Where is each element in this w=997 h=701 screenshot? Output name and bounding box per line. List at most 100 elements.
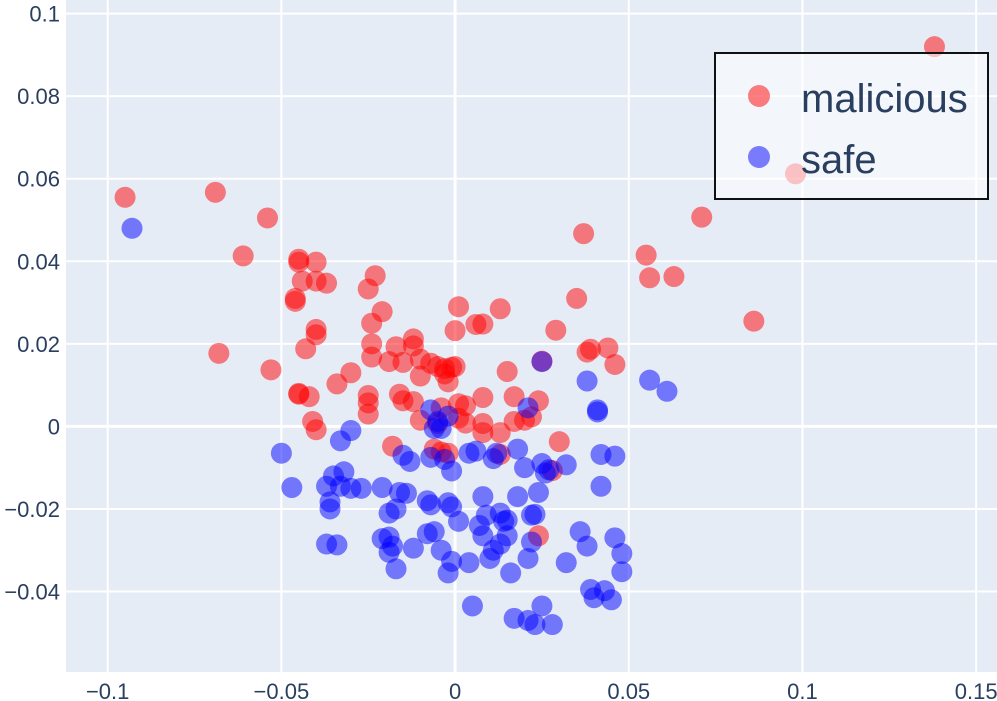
data-point-malicious <box>204 181 226 203</box>
data-point-malicious <box>573 223 595 245</box>
legend-box <box>714 52 989 200</box>
data-point-malicious <box>503 410 525 432</box>
data-point-safe <box>437 562 459 584</box>
data-point-safe <box>555 454 577 476</box>
data-point-safe <box>458 552 480 574</box>
y-tick-label: 0.06 <box>17 167 60 192</box>
data-point-safe <box>531 595 553 617</box>
data-point-safe <box>524 614 546 636</box>
data-point-safe <box>385 558 407 580</box>
data-point-safe <box>385 498 407 520</box>
y-tick-label: 0.02 <box>17 332 60 357</box>
data-point-malicious <box>392 351 414 373</box>
y-tick-label: −0.02 <box>4 497 60 522</box>
x-tick-label: 0.05 <box>607 679 650 701</box>
data-point-safe <box>121 217 143 239</box>
data-point-malicious <box>444 320 466 342</box>
data-point-safe <box>395 482 417 504</box>
y-tick-label: 0 <box>48 414 60 439</box>
y-tick-label: 0.04 <box>17 249 60 274</box>
x-tick-label: 0.1 <box>787 679 818 701</box>
data-point-malicious <box>923 36 945 58</box>
y-tick-label: 0.08 <box>17 84 60 109</box>
data-point-malicious <box>114 186 136 208</box>
data-point-malicious <box>743 310 765 332</box>
data-point-safe <box>590 475 612 497</box>
data-point-safe <box>461 595 483 617</box>
data-point-malicious <box>232 245 254 267</box>
data-point-safe <box>270 442 292 464</box>
data-point-safe <box>587 401 609 423</box>
data-point-safe <box>576 535 598 557</box>
data-point-safe <box>371 476 393 498</box>
y-tick-labels: 0.1 0.08 0.06 0.04 0.02 0 −0.02 −0.04 <box>4 2 60 605</box>
data-point-safe <box>486 442 508 464</box>
data-point-malicious <box>635 244 657 266</box>
data-point-safe <box>448 510 470 532</box>
data-point-safe <box>496 509 518 531</box>
data-point-malicious <box>305 419 327 441</box>
data-point-safe <box>611 561 633 583</box>
data-point-safe <box>340 420 362 442</box>
data-point-safe <box>521 531 542 553</box>
data-point-malicious <box>448 296 470 318</box>
legend: malicious safe <box>714 52 989 200</box>
data-point-malicious <box>357 403 379 425</box>
data-point-safe <box>420 494 442 516</box>
data-point-safe <box>319 498 341 520</box>
data-point-safe <box>350 477 372 499</box>
data-point-safe <box>496 525 518 547</box>
x-tick-labels: −0.1 −0.05 0 0.05 0.1 0.15 <box>86 679 997 701</box>
data-point-malicious <box>597 337 619 359</box>
y-tick-label: 0.1 <box>29 2 60 27</box>
data-point-safe <box>465 440 487 462</box>
data-point-safe <box>472 486 494 508</box>
data-point-malicious <box>663 266 685 288</box>
data-point-safe <box>527 481 549 503</box>
data-point-malicious <box>691 206 713 228</box>
y-tick-label: −0.04 <box>4 580 60 605</box>
legend-marker-safe <box>748 146 770 168</box>
data-point-malicious <box>256 207 278 229</box>
data-point-malicious <box>489 298 511 320</box>
data-point-malicious <box>444 356 466 378</box>
data-point-safe <box>600 589 622 611</box>
data-point-malicious <box>208 342 230 364</box>
data-point-malicious <box>472 313 494 335</box>
data-point-safe <box>639 369 661 391</box>
y-gridlines <box>66 12 997 593</box>
data-point-safe <box>507 486 529 508</box>
data-point-safe <box>604 445 626 467</box>
x-tick-label: 0 <box>449 679 461 701</box>
data-point-safe <box>517 547 539 569</box>
data-point-malicious <box>361 346 383 368</box>
data-point-safe <box>531 351 553 373</box>
data-point-malicious <box>305 251 327 273</box>
data-point-safe <box>555 552 577 574</box>
data-point-malicious <box>284 290 306 312</box>
data-point-malicious <box>548 431 570 453</box>
data-point-malicious <box>260 359 282 381</box>
legend-label-malicious: malicious <box>801 77 968 121</box>
data-point-malicious <box>298 386 320 408</box>
data-point-safe <box>604 527 626 549</box>
data-point-malicious <box>361 312 383 334</box>
data-point-malicious <box>472 422 494 444</box>
data-point-malicious <box>496 360 518 382</box>
data-point-safe <box>281 476 303 498</box>
data-point-malicious <box>364 265 386 287</box>
data-point-safe <box>423 521 445 543</box>
data-point-safe <box>402 537 424 559</box>
data-point-malicious <box>472 387 494 409</box>
data-point-malicious <box>402 391 424 413</box>
data-point-safe <box>437 405 459 427</box>
data-point-safe <box>441 460 463 482</box>
data-point-malicious <box>295 338 317 360</box>
data-point-malicious <box>385 336 407 358</box>
data-point-safe <box>514 457 536 479</box>
data-point-safe <box>576 370 598 392</box>
x-tick-label: −0.05 <box>254 679 310 701</box>
data-point-safe <box>541 614 563 636</box>
data-point-safe <box>326 534 348 556</box>
